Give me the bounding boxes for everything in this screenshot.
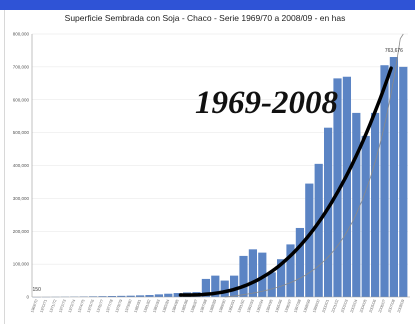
y-tick-label: 600,000	[13, 97, 30, 102]
trend-line-thin	[224, 33, 404, 298]
x-tick-label: 1976/77	[96, 299, 104, 313]
chart-title: Superficie Sembrada con Soja - Chaco - S…	[65, 13, 346, 23]
x-tick-label: 2006/07	[378, 299, 386, 313]
bar	[371, 112, 380, 298]
period-annotation: 1969-2008	[195, 85, 338, 121]
data-labels: 150 763,676	[33, 48, 404, 293]
bar	[154, 294, 163, 297]
bar	[230, 275, 239, 297]
x-tick-label: 1978/79	[115, 299, 123, 313]
x-tick-label: 1972/73	[58, 299, 66, 313]
x-tick-label: 1995/96	[275, 299, 283, 313]
y-tick-label: 400,000	[13, 163, 30, 168]
data-label: 763,676	[385, 48, 403, 54]
bar	[248, 249, 257, 297]
bar	[380, 65, 389, 297]
bar	[173, 293, 182, 297]
x-tick-label: 1999/00	[312, 299, 320, 313]
bar	[399, 66, 408, 297]
y-tick-label: 800,000	[13, 32, 30, 37]
x-tick-label: 1991/92	[237, 299, 245, 313]
bars-group	[32, 57, 408, 298]
bar	[389, 57, 398, 298]
x-tick-label: 2004/05	[359, 299, 367, 313]
bar	[305, 183, 314, 297]
x-tick-label: 1997/98	[293, 299, 301, 313]
bar	[126, 295, 135, 297]
x-tick-label: 1996/97	[284, 299, 292, 313]
bar	[98, 296, 107, 297]
x-tick-label: 1974/75	[77, 299, 85, 313]
x-tick-label: 1977/78	[105, 299, 113, 313]
y-axis-ticks: 0 100,000 200,000 300,000 400,000 500,000 600,…	[13, 32, 30, 300]
x-tick-label: 1983/84	[162, 299, 170, 313]
top-accent-bar	[0, 0, 415, 10]
x-tick-label: 2005/06	[369, 299, 377, 313]
bar	[220, 280, 229, 297]
x-tick-label: 2002/03	[340, 299, 348, 313]
bar	[164, 293, 173, 297]
x-tick-label: 1989/90	[218, 299, 226, 313]
data-label: 150	[33, 287, 42, 293]
x-tick-label: 1980/81	[134, 299, 142, 313]
trend-curve-thick	[178, 66, 393, 297]
y-tick-label: 100,000	[13, 262, 30, 267]
x-tick-label: 1993/94	[256, 299, 264, 313]
bar	[258, 252, 267, 297]
bar	[314, 163, 323, 297]
gridlines	[32, 33, 408, 265]
bar	[117, 295, 126, 297]
x-tick-label: 1973/74	[68, 299, 76, 313]
bar	[324, 127, 333, 297]
x-tick-label: 1981/82	[143, 299, 151, 313]
bar	[201, 278, 210, 297]
x-tick-label: 1994/95	[265, 299, 273, 313]
x-tick-label: 2007/08	[387, 299, 395, 313]
bar	[361, 135, 370, 297]
bar	[145, 295, 154, 297]
x-tick-label: 1986/87	[190, 299, 198, 313]
x-tick-label: 1998/99	[303, 299, 311, 313]
x-tick-label: 1969/70	[30, 299, 38, 313]
x-tick-label: 1970/71	[40, 299, 48, 313]
x-tick-label: 1971/72	[49, 299, 57, 313]
y-tick-label: 200,000	[13, 229, 30, 234]
bar	[211, 275, 220, 297]
y-tick-label: 500,000	[13, 130, 30, 135]
bar	[107, 296, 116, 297]
bar	[277, 259, 286, 297]
y-tick-label: 0	[26, 295, 29, 300]
x-tick-label: 1984/85	[171, 299, 179, 313]
x-tick-label: 2003/04	[350, 299, 358, 313]
x-tick-label: 2008/09	[397, 299, 405, 313]
x-tick-label: 2001/02	[331, 299, 339, 313]
x-tick-label: 1992/93	[246, 299, 254, 313]
x-tick-label: 1982/83	[152, 299, 160, 313]
y-tick-label: 300,000	[13, 196, 30, 201]
x-tick-label: 1979/80	[124, 299, 132, 313]
x-axis-ticks: 1969/70 1970/71 1971/72 1972/73 1973/74 1974/…	[30, 299, 405, 313]
x-tick-label: 1975/76	[87, 299, 95, 313]
bar	[89, 296, 98, 297]
bar	[295, 227, 304, 297]
bar	[342, 76, 351, 297]
bar	[333, 78, 342, 297]
bar	[352, 112, 361, 298]
x-tick-label: 1990/91	[228, 299, 236, 313]
bar	[286, 244, 295, 297]
bar	[239, 255, 248, 297]
x-tick-label: 1988/89	[209, 299, 217, 313]
bar	[267, 272, 276, 297]
x-tick-label: 1985/86	[181, 299, 189, 313]
x-tick-label: 2000/01	[322, 299, 330, 313]
y-tick-label: 700,000	[13, 64, 30, 69]
bar	[136, 295, 145, 297]
x-tick-label: 1987/88	[199, 299, 207, 313]
